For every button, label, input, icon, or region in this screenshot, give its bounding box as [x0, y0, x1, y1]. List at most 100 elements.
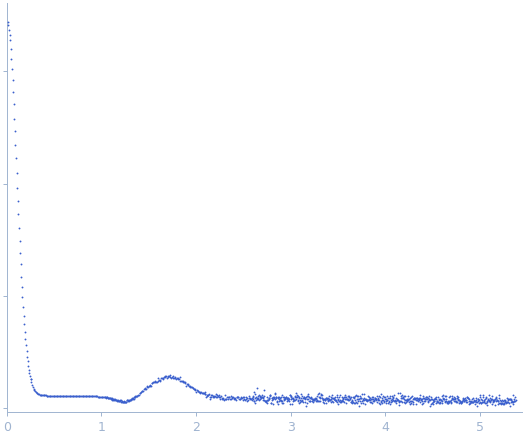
Point	[457, 399, 465, 406]
Point	[172, 375, 180, 382]
Point	[289, 395, 298, 402]
Point	[460, 396, 469, 403]
Point	[293, 392, 302, 399]
Point	[368, 395, 376, 402]
Point	[326, 397, 334, 404]
Point	[506, 396, 514, 403]
Point	[463, 393, 471, 400]
Point	[319, 399, 327, 406]
Point	[478, 393, 487, 400]
Point	[403, 396, 411, 403]
Point	[25, 370, 34, 377]
Point	[509, 400, 517, 407]
Point	[491, 394, 500, 401]
Point	[439, 391, 447, 398]
Point	[107, 395, 115, 402]
Point	[248, 392, 257, 399]
Point	[61, 392, 69, 399]
Point	[488, 392, 497, 399]
Point	[130, 395, 138, 402]
Point	[470, 397, 478, 404]
Point	[381, 393, 389, 400]
Point	[349, 394, 358, 401]
Point	[229, 394, 237, 401]
Point	[358, 397, 366, 404]
Point	[368, 399, 376, 406]
Point	[311, 394, 319, 401]
Point	[130, 393, 138, 400]
Point	[406, 397, 414, 404]
Point	[122, 398, 130, 405]
Point	[163, 374, 171, 381]
Point	[442, 393, 450, 400]
Point	[466, 399, 475, 406]
Point	[381, 396, 390, 403]
Point	[348, 398, 356, 405]
Point	[290, 393, 299, 400]
Point	[476, 394, 485, 401]
Point	[125, 397, 134, 404]
Point	[144, 383, 152, 390]
Point	[63, 392, 71, 399]
Point	[278, 398, 287, 405]
Point	[500, 396, 509, 403]
Point	[287, 393, 296, 400]
Point	[203, 392, 211, 399]
Point	[333, 398, 341, 405]
Point	[7, 55, 16, 62]
Point	[392, 397, 400, 404]
Point	[150, 379, 158, 386]
Point	[359, 396, 368, 403]
Point	[296, 395, 304, 402]
Point	[154, 375, 162, 382]
Point	[320, 399, 328, 406]
Point	[503, 399, 511, 406]
Point	[415, 395, 423, 402]
Point	[411, 394, 419, 401]
Point	[47, 392, 56, 399]
Point	[265, 394, 273, 401]
Point	[266, 392, 274, 399]
Point	[341, 395, 350, 402]
Point	[184, 382, 193, 388]
Point	[502, 400, 510, 407]
Point	[92, 393, 100, 400]
Point	[298, 397, 306, 404]
Point	[243, 398, 251, 405]
Point	[455, 398, 464, 405]
Point	[318, 391, 327, 398]
Point	[471, 397, 479, 404]
Point	[286, 400, 294, 407]
Point	[369, 398, 377, 405]
Point	[495, 392, 503, 399]
Point	[493, 397, 501, 404]
Point	[125, 397, 133, 404]
Point	[12, 155, 20, 162]
Point	[143, 383, 152, 390]
Point	[417, 396, 426, 403]
Point	[107, 395, 115, 402]
Point	[102, 393, 111, 400]
Point	[157, 375, 165, 382]
Point	[336, 392, 344, 399]
Point	[205, 395, 214, 402]
Point	[113, 396, 121, 403]
Point	[352, 398, 360, 405]
Point	[366, 395, 375, 402]
Point	[486, 397, 495, 404]
Point	[292, 395, 300, 402]
Point	[479, 398, 488, 405]
Point	[49, 392, 58, 399]
Point	[265, 395, 273, 402]
Point	[190, 386, 198, 393]
Point	[313, 398, 322, 405]
Point	[341, 394, 349, 401]
Point	[39, 392, 48, 399]
Point	[401, 392, 409, 399]
Point	[374, 395, 383, 402]
Point	[319, 395, 327, 402]
Point	[94, 393, 103, 400]
Point	[313, 397, 321, 404]
Point	[487, 396, 496, 403]
Point	[302, 395, 311, 402]
